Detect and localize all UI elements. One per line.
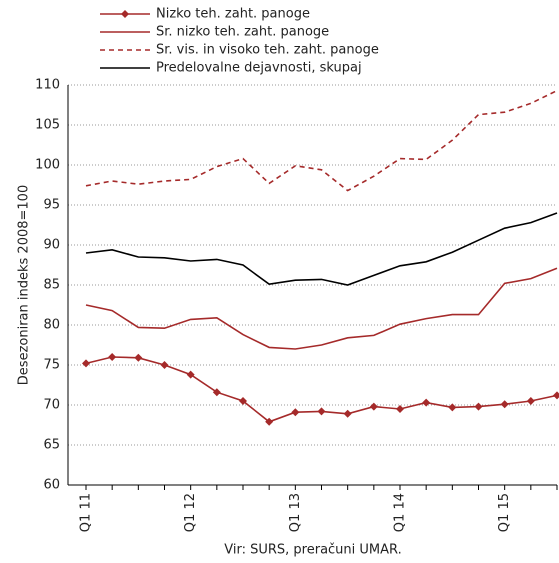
- data-point: [448, 403, 457, 412]
- data-point: [369, 402, 378, 411]
- data-point: [343, 409, 352, 418]
- data-point: [186, 370, 195, 379]
- data-point: [212, 388, 221, 397]
- data-point: [108, 353, 117, 361]
- data-point: [160, 361, 169, 369]
- data-point: [474, 402, 483, 411]
- y-tick-label: 65: [43, 438, 60, 453]
- x-tick-label: Q1 12: [183, 493, 198, 532]
- y-tick-label: 100: [35, 158, 60, 173]
- y-tick-label: 70: [43, 398, 60, 413]
- legend-label: Sr. vis. in visoko teh. zaht. panoge: [156, 43, 379, 58]
- y-tick-label: 95: [43, 198, 60, 213]
- y-tick-label: 105: [35, 118, 60, 133]
- data-point: [134, 353, 143, 362]
- data-point: [82, 359, 90, 368]
- data-point: [239, 397, 247, 405]
- legend-marker: [121, 10, 129, 18]
- data-point: [317, 407, 326, 416]
- source-note: Vir: SURS, preračuni UMAR.: [224, 543, 401, 558]
- x-tick-label: Q1 15: [497, 493, 512, 532]
- data-point: [291, 408, 300, 417]
- x-tick-label: Q1 14: [393, 493, 408, 532]
- y-tick-label: 80: [43, 318, 60, 333]
- legend-label: Nizko teh. zaht. panoge: [156, 7, 310, 22]
- y-tick-label: 85: [43, 278, 60, 293]
- y-tick-label: 75: [43, 358, 60, 373]
- y-axis-label: Desezoniran indeks 2008=100: [17, 185, 32, 385]
- y-tick-label: 60: [43, 478, 60, 493]
- series-line: [85, 267, 558, 350]
- y-tick-label: 90: [43, 238, 60, 253]
- x-tick-label: Q1 11: [79, 493, 94, 532]
- series-line: [85, 89, 558, 192]
- legend-label: Predelovalne dejavnosti, skupaj: [156, 61, 362, 76]
- y-tick-label: 110: [35, 78, 60, 93]
- series-line: [85, 212, 558, 286]
- data-point: [553, 391, 559, 400]
- data-point: [500, 400, 509, 409]
- data-point: [422, 398, 431, 407]
- x-tick-label: Q1 13: [288, 493, 303, 532]
- data-point: [526, 397, 535, 405]
- data-point: [265, 417, 274, 426]
- legend-label: Sr. nizko teh. zaht. panoge: [156, 25, 329, 40]
- data-point: [396, 405, 404, 413]
